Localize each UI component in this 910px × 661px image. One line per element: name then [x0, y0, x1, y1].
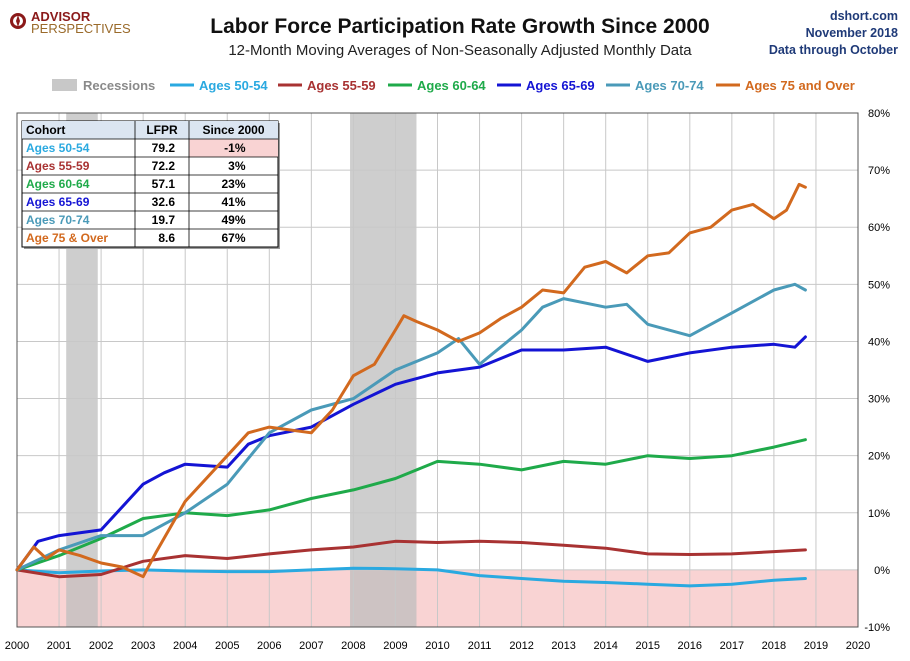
table-cell-cohort: Ages 50-54 — [26, 141, 90, 155]
recession-band — [350, 113, 417, 627]
table-cell-lfpr: 79.2 — [152, 141, 176, 155]
x-tick-label: 2016 — [678, 640, 702, 652]
legend-swatch-recessions — [52, 79, 77, 91]
x-tick-label: 2005 — [215, 640, 239, 652]
y-tick-label: 70% — [868, 165, 890, 177]
x-tick-label: 2011 — [468, 640, 492, 652]
x-tick-label: 2019 — [804, 640, 828, 652]
y-tick-label: 60% — [868, 222, 890, 234]
x-axis: 2000 2001 2002 2003 2004 2005 2006 2007 2008 2009… — [5, 640, 870, 652]
y-tick-label: 50% — [868, 279, 890, 291]
series-line — [15, 566, 807, 588]
series-line — [15, 182, 807, 579]
logo-perspectives: PERSPECTIVES — [31, 21, 131, 36]
x-tick-label: 2002 — [89, 640, 113, 652]
table-cell-cohort: Ages 65-69 — [26, 195, 90, 209]
y-tick-label: 20% — [868, 451, 890, 463]
legend: Recessions Ages 50-54 Ages 55-59 Ages 60-64… — [52, 78, 855, 93]
source-site: dshort.com — [830, 9, 898, 23]
x-tick-label: 2018 — [762, 640, 786, 652]
legend-label-recessions: Recessions — [83, 78, 155, 93]
summary-table: Cohort LFPR Since 2000 Ages 50-54 79.2 -1% Age… — [21, 120, 280, 249]
x-tick-label: 2015 — [636, 640, 660, 652]
table-cell-lfpr: 72.2 — [152, 159, 176, 173]
x-tick-label: 2013 — [551, 640, 575, 652]
table-cell-since-2000: 67% — [221, 231, 245, 245]
legend-label: Ages 75 and Over — [745, 78, 855, 93]
x-tick-label: 2007 — [299, 640, 323, 652]
series-line — [15, 438, 807, 572]
compass-icon — [10, 13, 26, 29]
table-cell-since-2000: 3% — [228, 159, 246, 173]
y-tick-label: 10% — [868, 508, 890, 520]
table-cell-lfpr: 32.6 — [152, 195, 176, 209]
table-cell-lfpr: 19.7 — [152, 213, 176, 227]
negative-cell-bg — [189, 139, 278, 157]
legend-label: Ages 70-74 — [635, 78, 704, 93]
table-cell-since-2000: 49% — [221, 213, 245, 227]
x-tick-label: 2020 — [846, 640, 870, 652]
y-tick-label: -10% — [864, 622, 890, 634]
table-cell-lfpr: 8.6 — [158, 231, 175, 245]
table-header-bg — [22, 121, 278, 139]
y-tick-label: 40% — [868, 336, 890, 348]
x-tick-label: 2008 — [341, 640, 365, 652]
table-cell-cohort: Ages 60-64 — [26, 177, 90, 191]
x-tick-label: 2012 — [509, 640, 533, 652]
x-tick-label: 2000 — [5, 640, 29, 652]
chart-title: Labor Force Participation Rate Growth Si… — [210, 15, 709, 38]
y-axis: -10% 0% 10% 20% 30% 40% 50% 60% 70% 80% — [864, 108, 890, 634]
series-lines — [15, 182, 807, 588]
y-tick-label: 80% — [868, 108, 890, 120]
y-tick-label: 30% — [868, 394, 890, 406]
legend-label: Ages 50-54 — [199, 78, 268, 93]
source-note: Data through October — [769, 43, 898, 57]
logo-advisor: ADVISOR — [31, 9, 91, 24]
table-cell-cohort: Ages 55-59 — [26, 159, 90, 173]
table-cell-lfpr: 57.1 — [152, 177, 176, 191]
x-tick-label: 2009 — [383, 640, 407, 652]
source-date: November 2018 — [806, 26, 898, 40]
table-cell-since-2000: 41% — [221, 195, 245, 209]
x-tick-label: 2014 — [593, 640, 617, 652]
x-tick-label: 2017 — [720, 640, 744, 652]
logo: ADVISOR PERSPECTIVES — [10, 9, 131, 36]
plot-border — [16, 112, 859, 628]
table-cell-since-2000: 23% — [221, 177, 245, 191]
legend-label: Ages 55-59 — [307, 78, 376, 93]
y-tick-label: 0% — [874, 565, 890, 577]
table-cell-cohort: Age 75 & Over — [26, 231, 108, 245]
x-tick-label: 2010 — [425, 640, 449, 652]
table-header: Cohort — [26, 123, 65, 137]
table-cell-cohort: Ages 70-74 — [26, 213, 90, 227]
x-tick-label: 2004 — [173, 640, 197, 652]
legend-label: Ages 65-69 — [526, 78, 595, 93]
x-tick-label: 2003 — [131, 640, 155, 652]
chart-subtitle: 12-Month Moving Averages of Non-Seasonal… — [228, 42, 692, 59]
table-header: Since 2000 — [202, 123, 264, 137]
series-line — [15, 335, 807, 572]
table-cell-since-2000: -1% — [224, 141, 246, 155]
table-header: LFPR — [146, 123, 178, 137]
x-tick-label: 2006 — [257, 640, 281, 652]
legend-label: Ages 60-64 — [417, 78, 486, 93]
x-tick-label: 2001 — [47, 640, 71, 652]
